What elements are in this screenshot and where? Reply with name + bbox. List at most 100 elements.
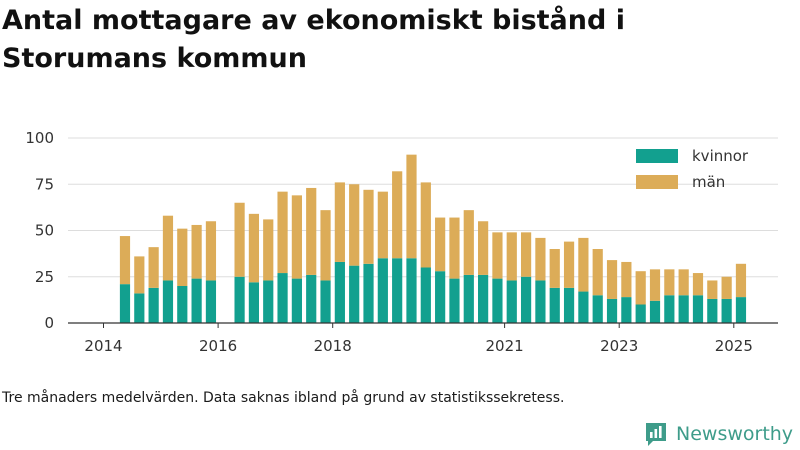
bar-man bbox=[635, 271, 646, 305]
x-tick-label: 2016 bbox=[199, 337, 237, 355]
bar-man bbox=[205, 221, 217, 281]
bar-kvinnor bbox=[248, 282, 260, 323]
bar-kvinnor bbox=[592, 295, 603, 323]
bar-man bbox=[162, 215, 174, 281]
newsworthy-logo: Newsworthy bbox=[644, 420, 793, 448]
bar-man bbox=[134, 256, 145, 294]
bar-man bbox=[392, 171, 403, 259]
bar-man bbox=[277, 191, 288, 274]
bar-man bbox=[664, 269, 675, 296]
y-tick-label: 0 bbox=[44, 314, 54, 332]
bar-kvinnor bbox=[692, 295, 704, 323]
chart-title: Antal mottagare av ekonomiskt bistånd i … bbox=[2, 5, 625, 74]
bar-man bbox=[707, 280, 718, 299]
bar-man bbox=[363, 189, 374, 264]
legend-swatch-man bbox=[636, 175, 678, 189]
legend-label-kvinnor: kvinnor bbox=[692, 147, 749, 165]
bar-man bbox=[492, 232, 503, 279]
bar-man bbox=[606, 260, 618, 299]
bar-man bbox=[449, 217, 460, 279]
bar-man bbox=[535, 237, 546, 281]
bar-man bbox=[306, 187, 317, 275]
bar-man bbox=[435, 217, 446, 272]
bar-kvinnor bbox=[205, 280, 217, 323]
bar-man bbox=[234, 202, 245, 277]
bar-man bbox=[177, 228, 188, 286]
bar-kvinnor bbox=[234, 276, 245, 323]
y-axis-tick-labels: 0 25 50 75 100 bbox=[25, 129, 54, 332]
bar-man bbox=[578, 237, 589, 292]
bar-kvinnor bbox=[392, 258, 403, 323]
newsworthy-logo-icon bbox=[646, 423, 666, 446]
bar-kvinnor bbox=[177, 286, 188, 323]
bar-man bbox=[377, 191, 388, 259]
bar-kvinnor bbox=[635, 304, 646, 323]
bar-kvinnor bbox=[535, 280, 546, 323]
bar-man bbox=[592, 249, 603, 296]
bar-man bbox=[692, 273, 704, 296]
bar-kvinnor bbox=[349, 265, 360, 323]
caption: Tre månaders medelvärden. Data saknas ib… bbox=[2, 390, 565, 406]
bar-kvinnor bbox=[148, 287, 159, 323]
x-tick-label: 2025 bbox=[715, 337, 753, 355]
bar-man bbox=[191, 224, 202, 279]
x-tick-label: 2014 bbox=[84, 337, 122, 355]
bar-kvinnor bbox=[707, 298, 718, 323]
x-tick-label: 2021 bbox=[486, 337, 524, 355]
bar-kvinnor bbox=[277, 273, 288, 323]
bar-kvinnor bbox=[420, 267, 431, 323]
x-tick-label: 2023 bbox=[600, 337, 638, 355]
bar-kvinnor bbox=[678, 295, 689, 323]
bar-man bbox=[735, 263, 747, 298]
bar-man bbox=[248, 213, 260, 283]
y-tick-label: 25 bbox=[35, 268, 54, 286]
y-tick-label: 50 bbox=[35, 222, 54, 240]
bar-man bbox=[678, 269, 689, 296]
bar-kvinnor bbox=[735, 297, 747, 323]
bar-kvinnor bbox=[621, 297, 632, 323]
bar-man bbox=[463, 210, 474, 275]
bar-man bbox=[649, 269, 661, 301]
bar-kvinnor bbox=[563, 287, 575, 323]
bar-man bbox=[263, 219, 274, 281]
bar-man bbox=[320, 210, 331, 281]
y-tick-label: 100 bbox=[25, 129, 54, 147]
bar-man bbox=[478, 221, 489, 275]
x-axis-tick-labels: 2014 2016 2018 2021 2023 2025 bbox=[84, 323, 753, 355]
bar-kvinnor bbox=[320, 280, 331, 323]
bar-man bbox=[291, 195, 302, 279]
bar-kvinnor bbox=[363, 263, 374, 323]
bar-man bbox=[406, 154, 417, 259]
newsworthy-logo-text: Newsworthy bbox=[676, 423, 794, 445]
bar-man bbox=[621, 261, 632, 298]
bar-man bbox=[520, 232, 532, 277]
bar-kvinnor bbox=[664, 295, 675, 323]
bar-kvinnor bbox=[306, 274, 317, 323]
bar-man bbox=[148, 247, 159, 288]
bar-kvinnor bbox=[334, 261, 345, 323]
bar-kvinnor bbox=[506, 280, 517, 323]
bar-kvinnor bbox=[492, 278, 503, 323]
legend-label-man: män bbox=[692, 173, 725, 191]
legend-swatch-kvinnor bbox=[636, 149, 678, 163]
bar-man bbox=[334, 182, 345, 262]
bar-man bbox=[349, 184, 360, 266]
bar-kvinnor bbox=[377, 258, 388, 323]
bar-man bbox=[506, 232, 517, 281]
x-tick-label: 2018 bbox=[314, 337, 352, 355]
bar-kvinnor bbox=[520, 276, 532, 323]
bar-man bbox=[420, 182, 431, 268]
bars bbox=[119, 154, 747, 323]
y-tick-label: 75 bbox=[35, 175, 54, 193]
bar-man bbox=[721, 276, 732, 299]
bar-man bbox=[119, 236, 131, 285]
bar-kvinnor bbox=[406, 258, 417, 323]
bar-kvinnor bbox=[162, 280, 174, 323]
bar-man bbox=[549, 249, 560, 288]
bar-kvinnor bbox=[191, 278, 202, 323]
bar-kvinnor bbox=[119, 284, 131, 323]
bar-man bbox=[563, 241, 575, 288]
bar-kvinnor bbox=[435, 271, 446, 323]
bar-kvinnor bbox=[606, 298, 618, 323]
bar-kvinnor bbox=[578, 291, 589, 323]
